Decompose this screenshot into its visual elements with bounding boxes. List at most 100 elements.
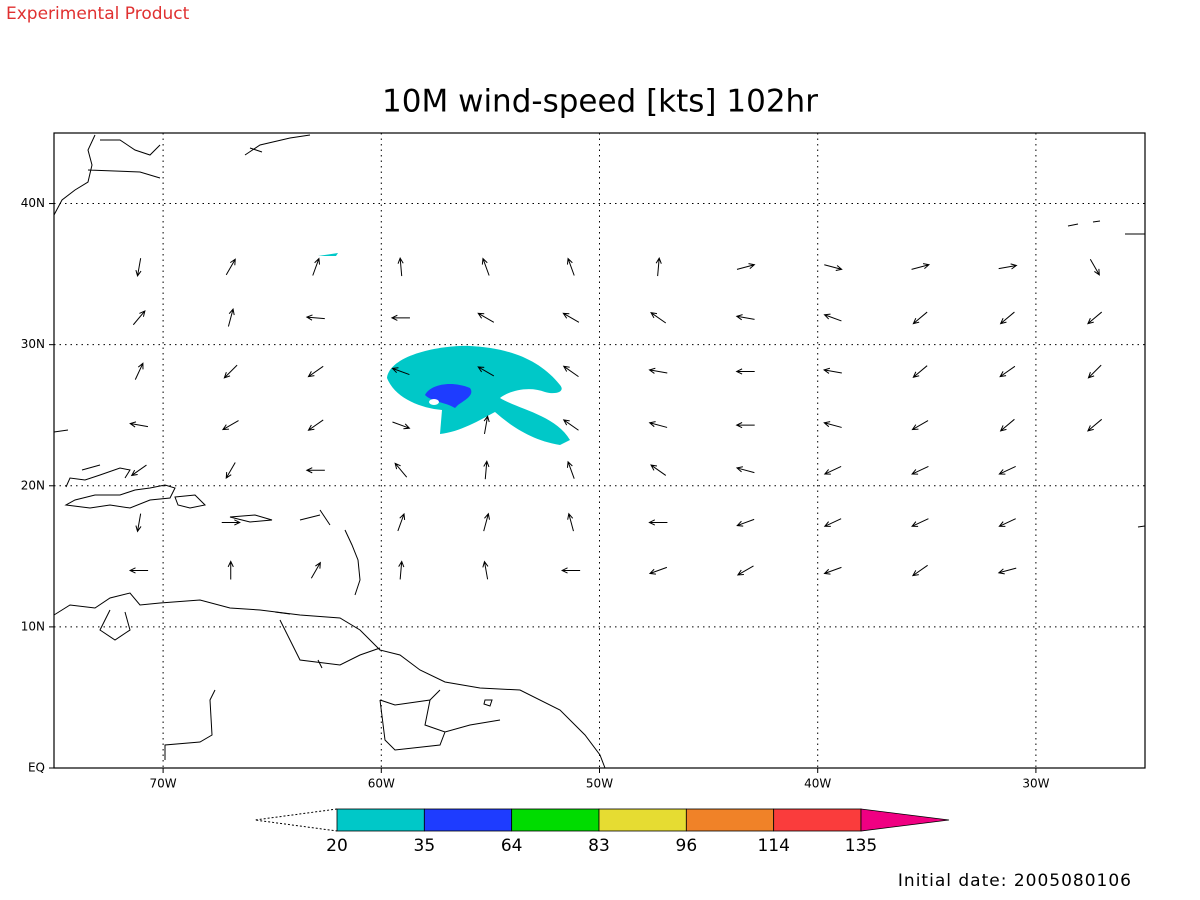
colorbar-segment	[598, 808, 687, 832]
chart-title: 10M wind-speed [kts] 102hr	[382, 84, 818, 120]
wind-arrow	[477, 366, 495, 377]
wind-arrow	[560, 567, 581, 574]
wind-arrow	[735, 422, 755, 429]
wind-arrow	[225, 258, 236, 276]
wind-arrow	[650, 464, 667, 476]
footer: Initial date: 2005080106	[898, 871, 1132, 891]
coastline	[64, 464, 361, 596]
wind-arrow	[911, 420, 929, 431]
wind-arrow	[650, 312, 667, 324]
wind-arrow	[130, 464, 147, 477]
y-tick-label: EQ	[28, 761, 45, 775]
wind-arrow	[390, 314, 410, 321]
wind-arrow	[823, 518, 842, 527]
wind-arrow	[566, 257, 575, 276]
x-tick-label: 60W	[368, 777, 395, 791]
wind-arrow	[736, 565, 754, 576]
wind-arrow	[735, 314, 755, 321]
wind-arrow	[648, 566, 668, 575]
wind-arrow	[391, 367, 410, 376]
wind-arrow	[567, 512, 574, 532]
wind-arrow	[135, 513, 142, 533]
colorbar-label: 20	[326, 836, 348, 856]
wind-arrow	[648, 421, 668, 428]
wind-arrow	[129, 421, 149, 428]
wind-arrow	[128, 567, 149, 574]
shade-35-64	[425, 384, 472, 408]
x-tick-label: 70W	[150, 777, 177, 791]
wind-arrow	[227, 308, 235, 327]
wind-arrow	[392, 421, 411, 430]
colorbar-segment	[423, 808, 513, 832]
wind-arrow	[483, 512, 490, 532]
coastline	[53, 592, 606, 769]
wind-arrow	[998, 518, 1016, 527]
wind-arrow	[736, 263, 756, 270]
colorbar-segment	[511, 808, 600, 832]
wind-arrow	[822, 367, 842, 374]
colorbar-over	[860, 808, 950, 832]
wind-arrow	[648, 519, 668, 526]
wind-arrow	[223, 364, 238, 379]
x-tick-label: 40W	[804, 777, 831, 791]
coastline	[53, 134, 311, 216]
coastline	[53, 220, 1146, 707]
wind-arrow	[911, 263, 931, 270]
wind-arrow	[483, 415, 490, 435]
wind-arrow	[736, 518, 755, 527]
wind-arrow	[999, 418, 1015, 432]
wind-arrow	[655, 256, 662, 277]
wind-arrow	[998, 263, 1018, 270]
colorbar-under	[254, 808, 338, 832]
wind-arrow	[911, 564, 928, 577]
wind-arrow	[824, 264, 843, 271]
shade-20-35	[387, 345, 570, 445]
wind-arrow	[823, 465, 842, 475]
colorbar-label: 35	[414, 836, 436, 856]
wind-arrow	[132, 310, 146, 326]
wind-arrow	[735, 466, 755, 474]
wind-arrow	[912, 311, 928, 325]
y-tick-label: 10N	[21, 619, 45, 633]
wind-arrow	[999, 311, 1015, 325]
wind-arrow	[310, 561, 321, 579]
wind-arrow	[998, 465, 1016, 475]
colorbar-label: 135	[845, 836, 877, 856]
wind-arrow	[912, 365, 928, 379]
wind-arrow	[134, 362, 144, 380]
wind-arrow	[221, 420, 239, 431]
colorbar-segment	[685, 808, 775, 832]
wind-arrow	[1089, 259, 1100, 276]
y-tick-label: 20N	[21, 478, 45, 492]
wind-arrow	[482, 560, 489, 580]
colorbar-label: 96	[676, 836, 698, 856]
wind-arrow	[735, 368, 755, 375]
note: Experimental Product	[6, 4, 190, 24]
y-tick-label: 40N	[21, 196, 45, 210]
coastlines	[53, 134, 1146, 769]
wind-arrow	[648, 367, 668, 374]
colorbar-label: 114	[757, 836, 789, 856]
colorbar-label: 83	[588, 836, 610, 856]
wind-arrow	[481, 257, 490, 276]
wind-arrow	[221, 519, 241, 526]
wind-arrow	[225, 462, 236, 480]
wind-arrow	[1087, 311, 1103, 325]
shade-20-35	[318, 253, 338, 256]
wind-arrow	[398, 560, 405, 580]
wind-arrow	[307, 419, 324, 431]
wind-arrow	[307, 365, 324, 378]
wind-arrow	[823, 421, 842, 428]
wind-arrow	[823, 566, 842, 575]
colorbar-segment	[336, 808, 425, 832]
wind-arrow	[566, 460, 575, 479]
wind-arrow	[562, 419, 579, 431]
wind-arrow	[562, 312, 580, 323]
wind-arrow	[312, 257, 321, 276]
wind-arrow	[562, 365, 579, 378]
wind-arrow	[997, 567, 1017, 575]
wind-arrow	[305, 314, 325, 321]
wind-arrow	[483, 460, 490, 480]
wind-arrow	[305, 467, 325, 474]
